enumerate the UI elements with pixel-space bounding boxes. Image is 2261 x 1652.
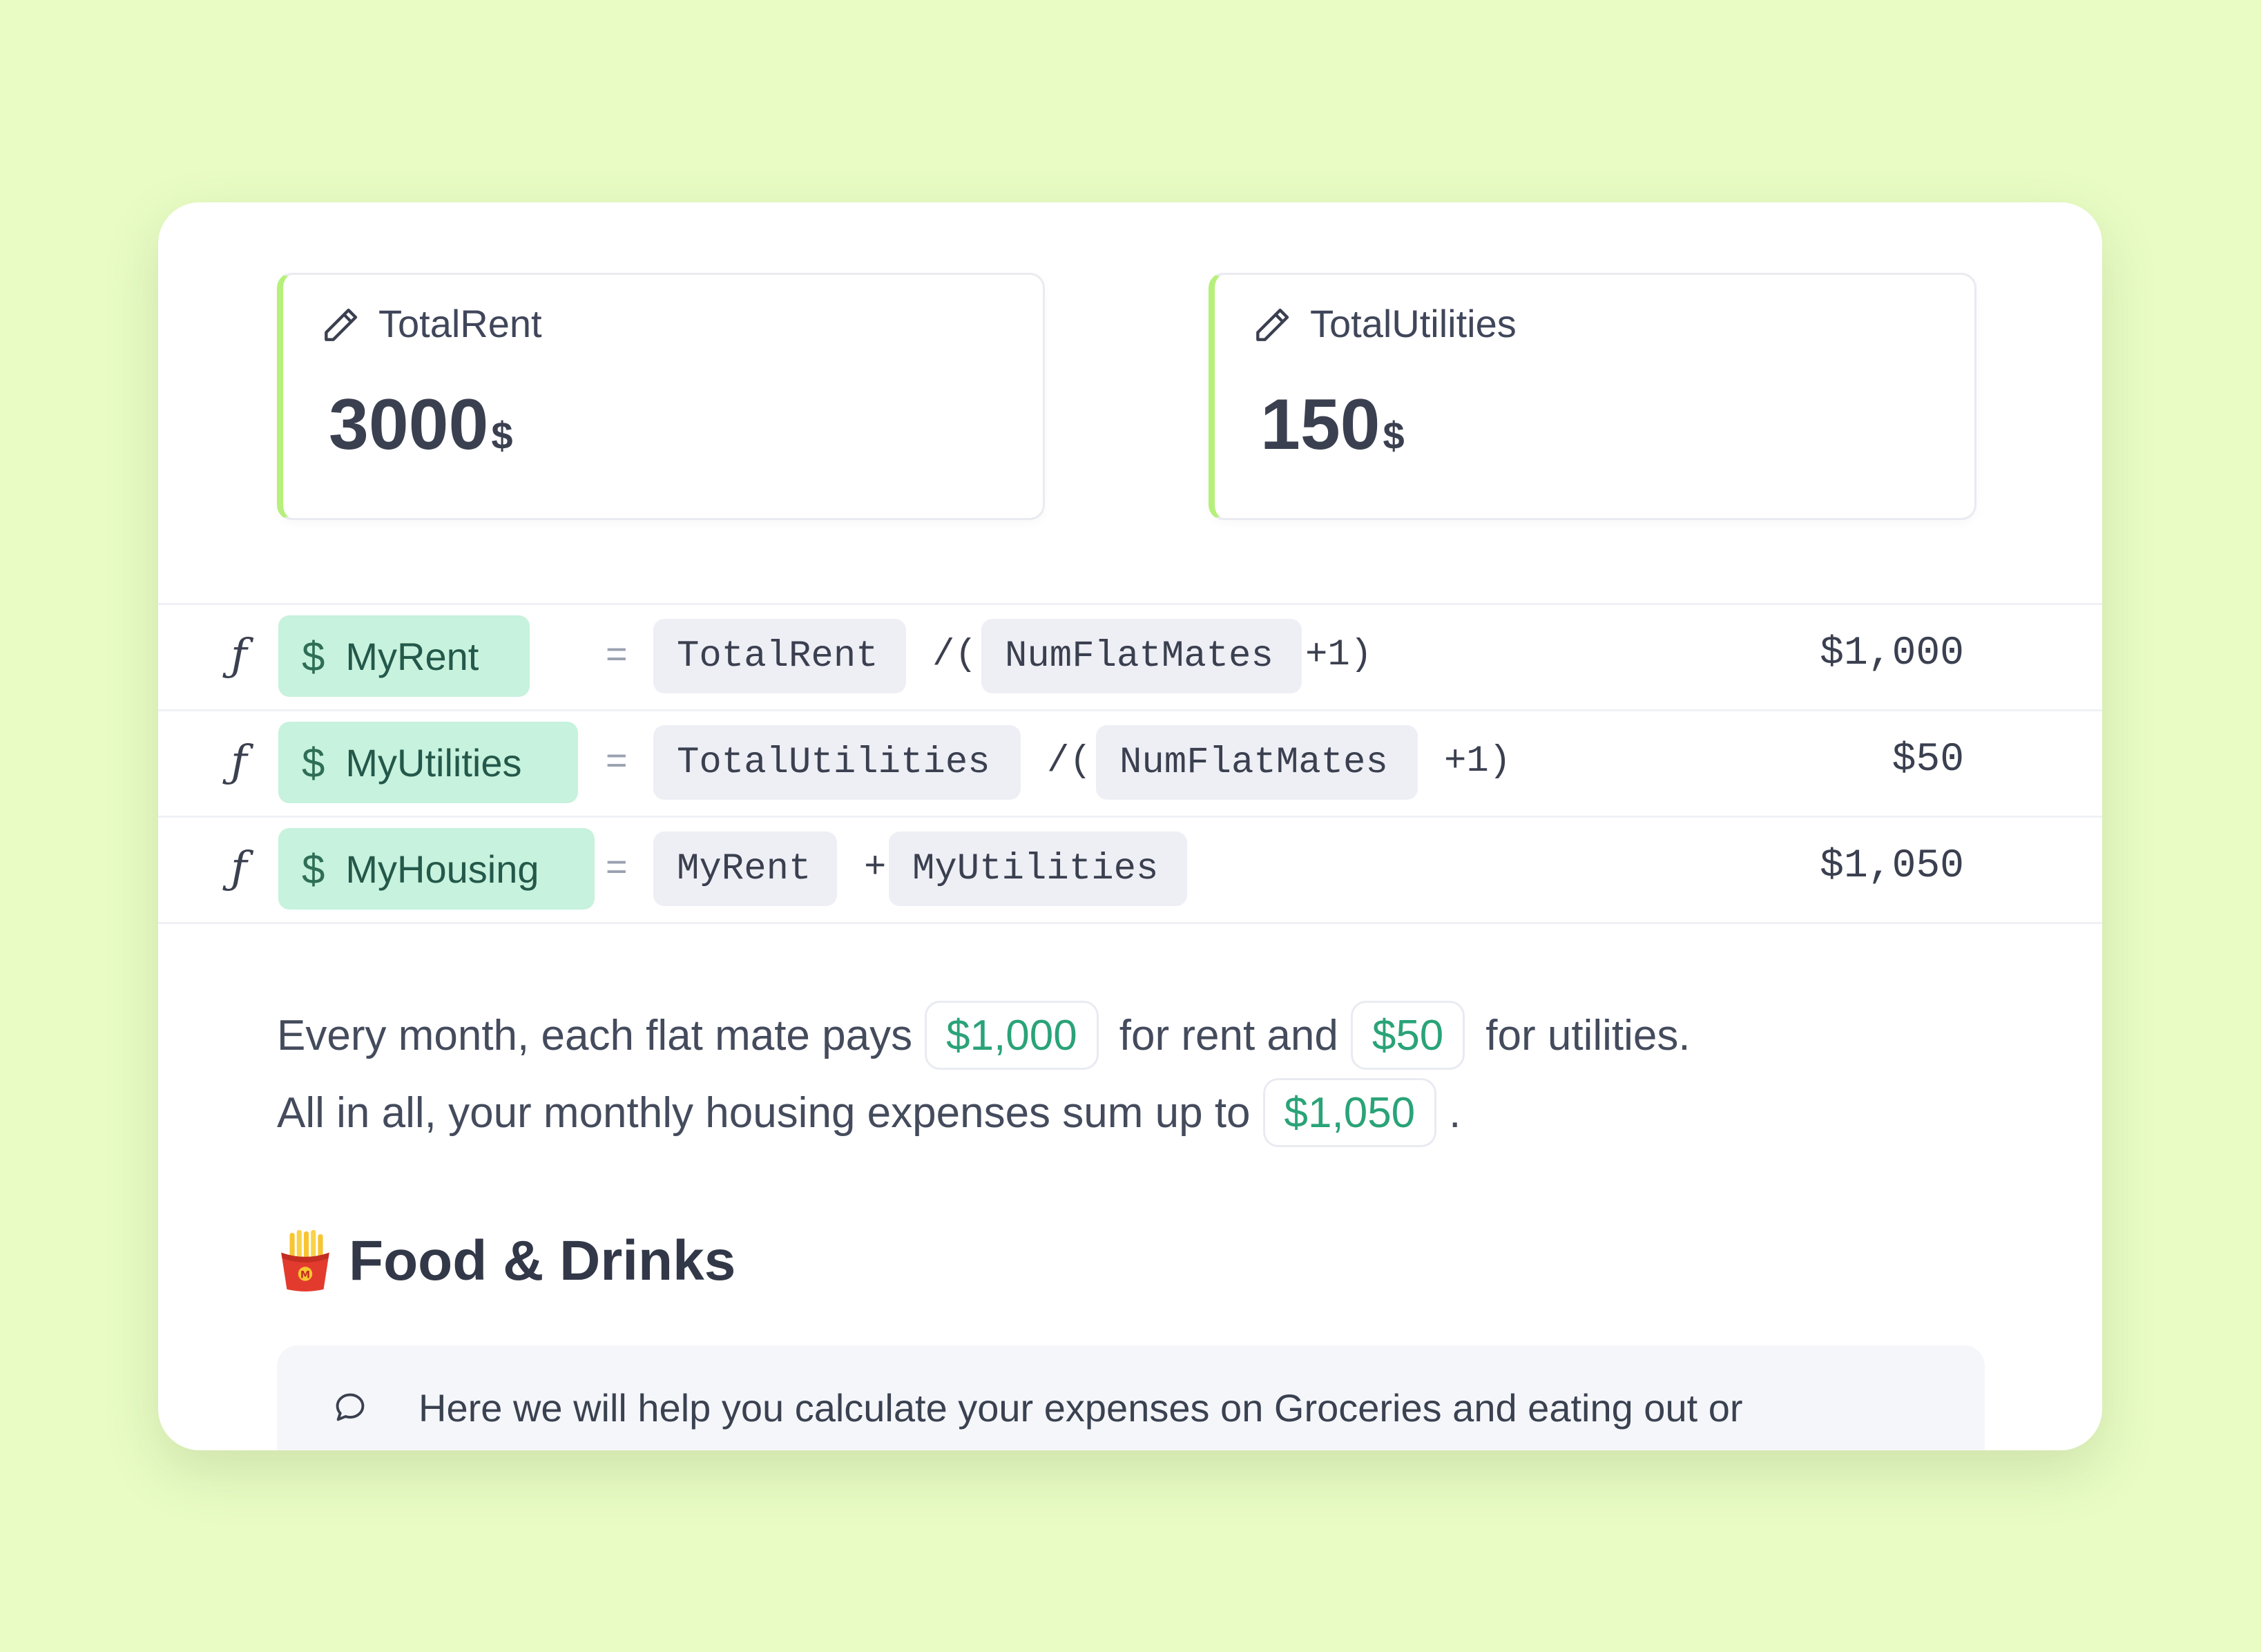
formula-operator: +1) [1305, 634, 1373, 676]
input-number[interactable]: 3000 [329, 385, 489, 465]
pencil-icon[interactable] [319, 304, 362, 347]
function-icon: ƒ [231, 843, 247, 894]
variable-chip-my-housing[interactable]: $ MyHousing [278, 828, 595, 910]
variable-chip-my-utilities[interactable]: $ MyUtilities [278, 722, 578, 803]
function-icon: ƒ [231, 630, 247, 681]
svg-text:M: M [300, 1270, 310, 1281]
input-value[interactable]: 3000 $ [329, 384, 513, 466]
equals-sign: = [606, 633, 628, 675]
formula-operator: /( [932, 634, 977, 676]
paragraph-text: Every month, each flat mate pays [277, 1011, 913, 1059]
speech-bubble-icon [336, 1393, 365, 1421]
variable-name[interactable]: MyUtilities [345, 740, 522, 785]
variable-name[interactable]: MyHousing [345, 847, 539, 891]
equals-sign: = [606, 846, 628, 887]
formula-row-my-rent[interactable]: ƒ $ MyRent = TotalRent /( NumFlatMates +… [158, 603, 2102, 709]
paragraph-text: All in all, your monthly housing expense… [277, 1088, 1251, 1137]
section-title: Food & Drinks [349, 1229, 736, 1292]
formula-token[interactable]: TotalRent [653, 619, 906, 693]
equals-sign: = [606, 740, 628, 781]
input-widget-total-rent[interactable]: TotalRent 3000 $ [277, 273, 1045, 520]
value-pill[interactable]: $50 [1350, 1001, 1465, 1070]
input-label: TotalRent [378, 302, 542, 345]
formula-result: $50 [1892, 738, 1964, 782]
formula-token[interactable]: TotalUtilities [653, 725, 1021, 800]
value-pill[interactable]: $1,000 [925, 1001, 1099, 1070]
callout-text: Here we will help you calculate your exp… [418, 1386, 1743, 1430]
dollar-icon: $ [302, 845, 325, 892]
notebook-card: TotalRent 3000 $ TotalUtilities 150 $ ƒ $ … [158, 202, 2102, 1450]
formula-row-my-housing[interactable]: ƒ $ MyHousing = MyRent + MyUtilities $1,… [158, 816, 2102, 924]
dollar-icon: $ [302, 633, 325, 680]
dollar-icon: $ [302, 739, 325, 786]
paragraph-line-1: Every month, each flat mate pays $1,000 … [277, 1001, 1691, 1070]
formula-token[interactable]: MyRent [653, 832, 837, 906]
formula-token[interactable]: MyUtilities [889, 832, 1187, 906]
input-value[interactable]: 150 $ [1260, 384, 1405, 466]
formula-token[interactable]: NumFlatMates [981, 619, 1302, 693]
paragraph-text: . [1449, 1088, 1461, 1137]
formula-row-my-utilities[interactable]: ƒ $ MyUtilities = TotalUtilities /( NumF… [158, 709, 2102, 816]
value-pill[interactable]: $1,050 [1262, 1078, 1437, 1147]
variable-name[interactable]: MyRent [345, 634, 479, 678]
function-icon: ƒ [231, 736, 247, 787]
input-label: TotalUtilities [1310, 302, 1517, 345]
formula-operator: /( [1047, 740, 1092, 782]
formula-token[interactable]: NumFlatMates [1096, 725, 1418, 800]
pencil-icon[interactable] [1251, 304, 1293, 347]
input-widget-total-utilities[interactable]: TotalUtilities 150 $ [1209, 273, 1976, 520]
paragraph-line-2: All in all, your monthly housing expense… [277, 1078, 1461, 1147]
paragraph-text: for rent and [1119, 1011, 1338, 1059]
paragraph-text: for utilities. [1485, 1011, 1691, 1059]
formula-result: $1,000 [1820, 631, 1964, 676]
variable-chip-my-rent[interactable]: $ MyRent [278, 615, 530, 697]
formula-operator: + [864, 847, 887, 889]
callout-block[interactable]: Here we will help you calculate your exp… [277, 1345, 1985, 1450]
formula-result: $1,050 [1820, 844, 1964, 889]
fries-icon: M [281, 1230, 329, 1291]
input-unit: $ [1383, 414, 1405, 457]
input-number[interactable]: 150 [1260, 385, 1380, 465]
input-unit: $ [491, 414, 513, 457]
section-heading: M Food & Drinks [277, 1229, 735, 1294]
formula-operator: +1) [1444, 740, 1512, 782]
